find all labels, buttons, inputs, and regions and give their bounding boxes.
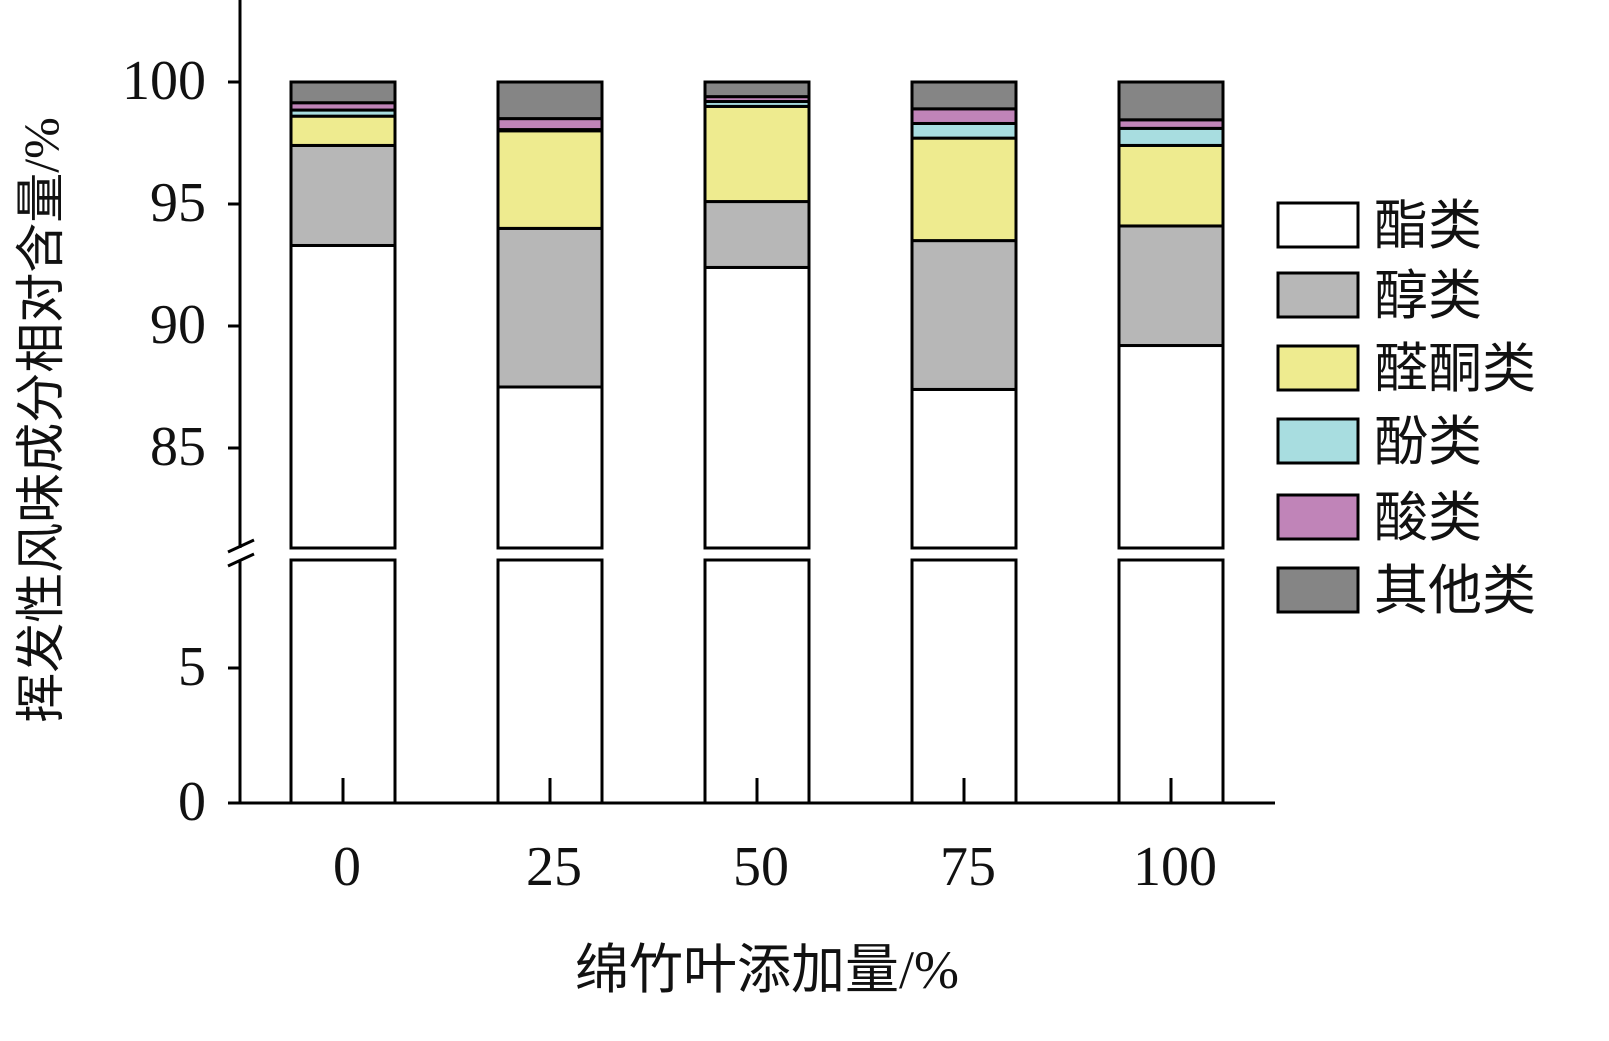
bar-segment-3	[1117, 126, 1225, 147]
x-tick-label: 0	[333, 836, 361, 898]
bar-segment-2	[1117, 143, 1225, 228]
bar-segment-5	[1117, 80, 1225, 122]
bar-segment-1	[703, 200, 811, 269]
x-tick-label: 75	[940, 836, 996, 898]
legend-label: 醛酮类	[1374, 339, 1536, 399]
bar-break-gap	[495, 549, 605, 559]
y-tick-label: 0	[178, 771, 206, 833]
legend-label: 其他类	[1374, 561, 1536, 621]
x-tick-label: 50	[733, 836, 789, 898]
bar-segment-2	[289, 114, 397, 147]
legend-swatch	[1276, 344, 1360, 392]
y-tick-label: 85	[150, 416, 206, 478]
bar-break-gap	[909, 549, 1019, 559]
bar-segment-1	[910, 239, 1018, 391]
bar-segment-0-lower	[496, 558, 604, 805]
bar-segment-1	[496, 226, 604, 389]
bar-segment-5	[496, 80, 604, 121]
bar-segment-0	[289, 243, 397, 550]
x-axis-label: 绵竹叶添加量/%	[575, 940, 959, 1000]
y-tick-label: 95	[150, 172, 206, 234]
axis-break-mark	[227, 538, 255, 554]
axis-break-mark	[227, 552, 255, 568]
y-tick-label: 90	[150, 294, 206, 356]
legend-swatch	[1276, 566, 1360, 614]
x-tick-label: 25	[526, 836, 582, 898]
bar-segment-0	[910, 387, 1018, 550]
legend-label: 酯类	[1374, 196, 1482, 256]
legend-label: 酚类	[1374, 412, 1482, 472]
legend-label: 醇类	[1374, 266, 1482, 326]
legend-swatch	[1276, 201, 1360, 249]
legend-swatch	[1276, 417, 1360, 465]
bar-break-gap	[1116, 549, 1226, 559]
bar-segment-2	[496, 129, 604, 230]
bar-segment-4	[910, 107, 1018, 125]
bar-segment-4	[496, 117, 604, 132]
bar-segment-0-lower	[1117, 558, 1225, 805]
x-tick-label: 100	[1133, 836, 1217, 898]
bar-segment-0	[703, 265, 811, 550]
legend-swatch	[1276, 271, 1360, 319]
bar-segment-1	[289, 143, 397, 247]
bar-segment-5	[703, 80, 811, 99]
legend-swatch	[1276, 493, 1360, 541]
y-tick-label: 100	[122, 50, 206, 112]
bar-segment-0	[496, 385, 604, 550]
bar-segment-0-lower	[703, 558, 811, 805]
bar-segment-2	[910, 136, 1018, 243]
y-axis-label: 挥发性风味成分相对含量/%	[13, 117, 69, 723]
bar-segment-0-lower	[289, 558, 397, 805]
y-tick-label: 5	[178, 636, 206, 698]
bar-break-gap	[288, 549, 398, 559]
bar-break-gap	[702, 549, 812, 559]
bar-segment-3	[910, 121, 1018, 140]
bar-segment-0-lower	[910, 558, 1018, 805]
bar-segment-1	[1117, 224, 1225, 348]
bar-segment-2	[703, 104, 811, 204]
legend-label: 酸类	[1374, 488, 1482, 548]
bar-segment-5	[289, 80, 397, 105]
bar-segment-0	[1117, 344, 1225, 550]
bar-segment-5	[910, 80, 1018, 111]
